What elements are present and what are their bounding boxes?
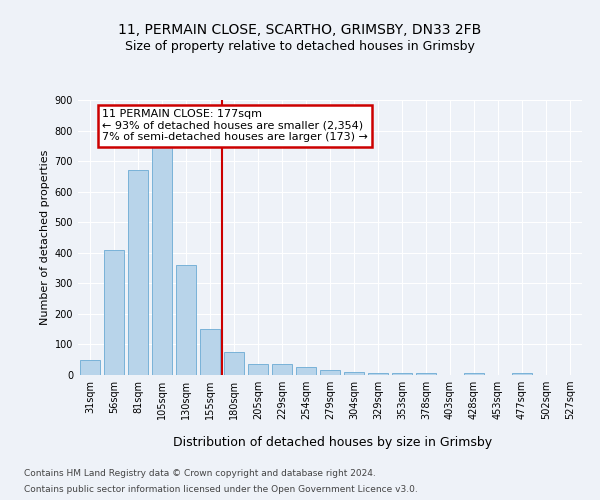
Bar bbox=[80, 360, 100, 375]
Bar bbox=[416, 374, 436, 375]
Text: 11 PERMAIN CLOSE: 177sqm
← 93% of detached houses are smaller (2,354)
7% of semi: 11 PERMAIN CLOSE: 177sqm ← 93% of detach… bbox=[102, 109, 368, 142]
Bar bbox=[128, 170, 148, 375]
Bar bbox=[368, 374, 388, 375]
Bar bbox=[392, 374, 412, 375]
Text: Contains public sector information licensed under the Open Government Licence v3: Contains public sector information licen… bbox=[24, 486, 418, 494]
Text: 11, PERMAIN CLOSE, SCARTHO, GRIMSBY, DN33 2FB: 11, PERMAIN CLOSE, SCARTHO, GRIMSBY, DN3… bbox=[118, 22, 482, 36]
Y-axis label: Number of detached properties: Number of detached properties bbox=[40, 150, 50, 325]
Bar bbox=[272, 364, 292, 375]
Bar bbox=[464, 372, 484, 375]
Bar bbox=[248, 364, 268, 375]
Bar bbox=[104, 250, 124, 375]
Bar bbox=[176, 265, 196, 375]
Bar bbox=[152, 146, 172, 375]
Bar bbox=[344, 372, 364, 375]
Bar bbox=[200, 329, 220, 375]
Bar bbox=[320, 370, 340, 375]
Bar bbox=[224, 352, 244, 375]
Bar bbox=[296, 368, 316, 375]
Bar bbox=[512, 372, 532, 375]
Text: Size of property relative to detached houses in Grimsby: Size of property relative to detached ho… bbox=[125, 40, 475, 53]
Text: Contains HM Land Registry data © Crown copyright and database right 2024.: Contains HM Land Registry data © Crown c… bbox=[24, 470, 376, 478]
Text: Distribution of detached houses by size in Grimsby: Distribution of detached houses by size … bbox=[173, 436, 493, 449]
